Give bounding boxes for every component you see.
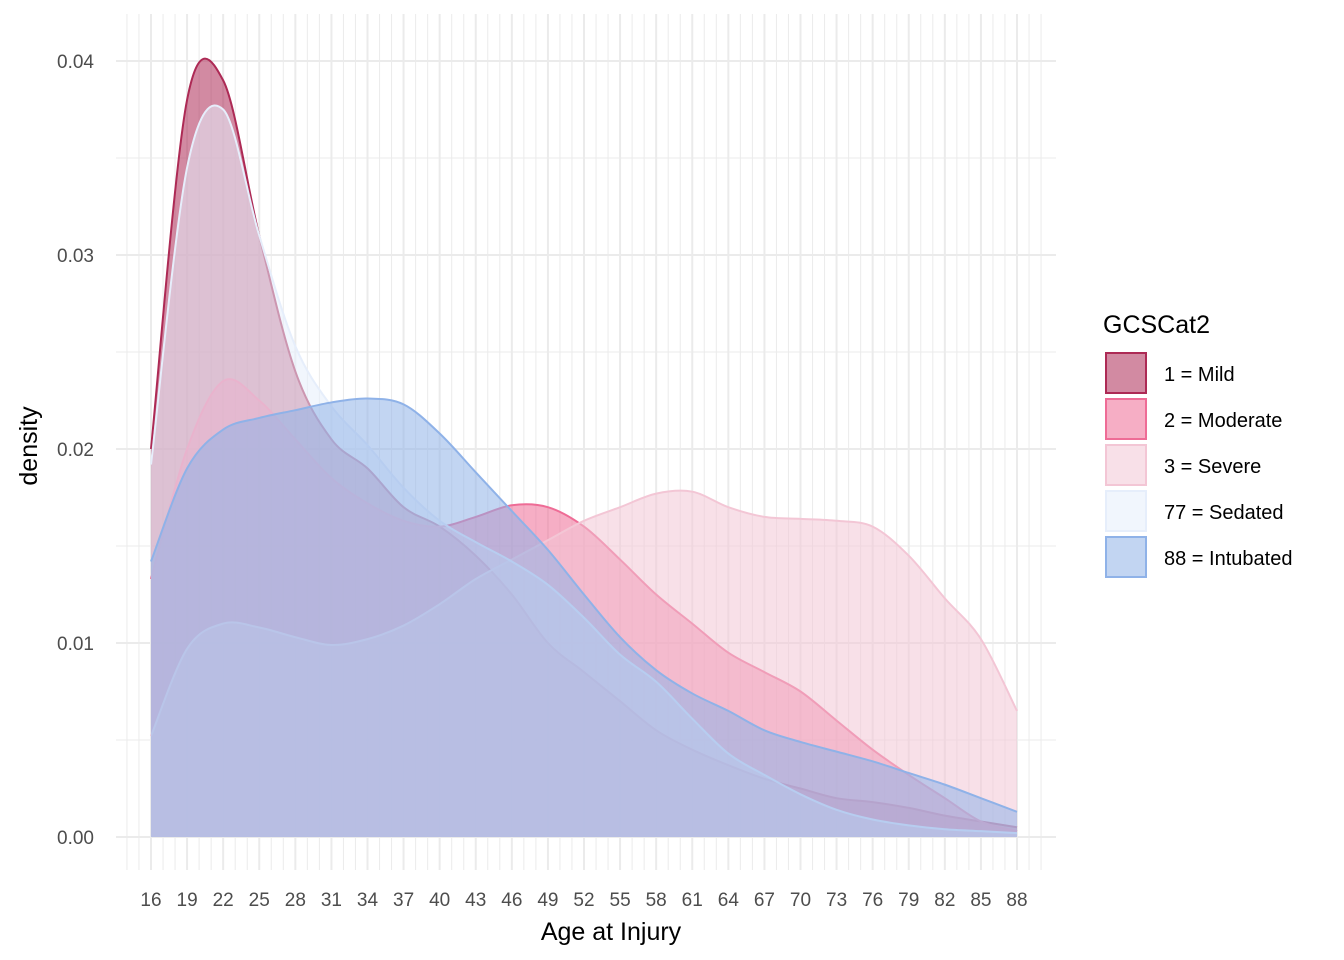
x-tick-label: 16 [140, 890, 161, 911]
x-tick-label: 25 [249, 890, 270, 911]
legend-label-3-severe: 3 = Severe [1164, 456, 1261, 478]
legend-title: GCSCat2 [1103, 311, 1210, 339]
x-axis-title: Age at Injury [541, 918, 682, 946]
legend-swatch-77-sedated [1105, 490, 1147, 532]
legend-swatch-1-mild [1105, 352, 1147, 394]
legend-swatch-3-severe [1105, 444, 1147, 486]
x-tick-label: 55 [610, 890, 631, 911]
y-tick-label: 0.00 [57, 828, 94, 849]
x-tick-label: 34 [357, 890, 379, 911]
x-tick-label: 31 [321, 890, 342, 911]
x-tick-label: 19 [177, 890, 198, 911]
x-tick-label: 82 [934, 890, 955, 911]
x-tick-label: 73 [826, 890, 847, 911]
x-tick-label: 22 [213, 890, 234, 911]
y-tick-label: 0.04 [57, 52, 94, 73]
x-tick-label: 61 [682, 890, 703, 911]
legend-swatch-88-intubated [1105, 536, 1147, 578]
x-tick-label: 67 [754, 890, 775, 911]
x-tick-label: 43 [465, 890, 486, 911]
density-area-88-intubated [151, 398, 1017, 837]
y-tick-label: 0.02 [57, 440, 94, 461]
legend-swatch-2-moderate [1105, 398, 1147, 440]
x-tick-label: 49 [537, 890, 558, 911]
x-tick-label: 64 [718, 890, 740, 911]
x-tick-label: 28 [285, 890, 306, 911]
x-tick-label: 46 [501, 890, 522, 911]
x-tick-label: 70 [790, 890, 811, 911]
axis-layer: 16 19 22 25 28 31 34 37 40 43 46 49 52 55 58 61 64 67 70 73… [57, 52, 1028, 911]
legend-label-88-intubated: 88 = Intubated [1164, 548, 1292, 570]
x-tick-label: 76 [862, 890, 883, 911]
x-tick-label: 85 [970, 890, 991, 911]
y-tick-label: 0.03 [57, 246, 94, 267]
legend-label-2-moderate: 2 = Moderate [1164, 410, 1282, 432]
legend-label-1-mild: 1 = Mild [1164, 364, 1235, 386]
x-tick-label: 52 [573, 890, 594, 911]
legend-items: 1 = Mild 2 = Moderate 3 = Severe 77 = Sedat… [1105, 352, 1292, 578]
legend: GCSCat2 1 = Mild 2 = Moderate 3 = Severe 77… [1103, 311, 1292, 578]
series-layer [150, 57, 1018, 838]
x-tick-label: 37 [393, 890, 414, 911]
y-tick-label: 0.01 [57, 634, 94, 655]
x-tick-label: 79 [898, 890, 919, 911]
x-tick-label: 40 [429, 890, 450, 911]
density-line-88-intubated [150, 397, 1018, 813]
legend-label-77-sedated: 77 = Sedated [1164, 502, 1284, 524]
x-tick-label: 58 [646, 890, 667, 911]
y-axis-title: density [15, 406, 43, 486]
x-tick-label: 88 [1006, 890, 1027, 911]
